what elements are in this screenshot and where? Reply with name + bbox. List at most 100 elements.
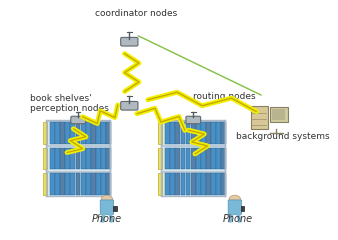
Bar xyxy=(211,122,216,144)
Bar xyxy=(76,148,80,169)
Bar xyxy=(65,122,70,144)
Bar xyxy=(170,122,175,144)
FancyBboxPatch shape xyxy=(100,200,114,214)
Bar xyxy=(50,122,55,144)
FancyBboxPatch shape xyxy=(71,116,86,124)
Bar xyxy=(101,173,106,195)
Circle shape xyxy=(101,195,113,204)
Bar xyxy=(221,148,226,169)
Bar xyxy=(206,122,211,144)
Bar xyxy=(106,148,111,169)
Bar xyxy=(76,122,80,144)
Bar xyxy=(170,173,175,195)
Bar xyxy=(158,148,162,169)
Bar xyxy=(113,206,117,211)
Bar xyxy=(106,122,111,144)
Bar xyxy=(221,173,226,195)
Text: book shelves'
perception nodes: book shelves' perception nodes xyxy=(30,94,109,113)
Bar xyxy=(170,148,175,169)
Bar xyxy=(71,122,75,144)
Bar xyxy=(43,122,47,144)
Bar xyxy=(191,148,196,169)
Bar xyxy=(71,173,75,195)
Bar xyxy=(201,148,206,169)
Circle shape xyxy=(229,195,241,204)
Bar xyxy=(191,122,196,144)
Bar xyxy=(50,148,55,169)
Bar xyxy=(65,173,70,195)
Bar xyxy=(158,173,162,195)
Bar xyxy=(106,173,111,195)
Text: background systems: background systems xyxy=(236,132,330,141)
Bar xyxy=(216,122,221,144)
Bar xyxy=(60,148,65,169)
Bar xyxy=(81,122,86,144)
Bar xyxy=(60,173,65,195)
Bar xyxy=(180,148,185,169)
Bar xyxy=(186,173,190,195)
Bar xyxy=(206,173,211,195)
Bar xyxy=(175,173,180,195)
Bar xyxy=(91,122,96,144)
Bar xyxy=(50,173,55,195)
FancyBboxPatch shape xyxy=(251,106,268,130)
Bar xyxy=(206,148,211,169)
Bar xyxy=(96,148,101,169)
Bar xyxy=(86,173,91,195)
Bar xyxy=(101,148,106,169)
Bar xyxy=(55,173,60,195)
FancyBboxPatch shape xyxy=(46,121,110,145)
Bar xyxy=(71,148,75,169)
Bar xyxy=(76,173,80,195)
Bar xyxy=(196,173,201,195)
FancyBboxPatch shape xyxy=(186,116,201,124)
Text: coordinator nodes: coordinator nodes xyxy=(95,9,177,18)
Bar xyxy=(221,122,226,144)
Bar xyxy=(241,206,244,211)
Bar xyxy=(196,148,201,169)
Bar xyxy=(186,148,190,169)
Bar xyxy=(65,148,70,169)
Bar xyxy=(43,148,47,169)
Bar xyxy=(96,122,101,144)
FancyBboxPatch shape xyxy=(46,172,110,196)
Bar xyxy=(86,148,91,169)
FancyBboxPatch shape xyxy=(46,146,110,171)
Text: Phone: Phone xyxy=(92,214,122,224)
FancyBboxPatch shape xyxy=(121,37,138,46)
Bar xyxy=(55,122,60,144)
Text: Phone: Phone xyxy=(223,214,253,224)
Text: routing nodes: routing nodes xyxy=(193,92,256,101)
Bar xyxy=(175,148,180,169)
FancyBboxPatch shape xyxy=(161,146,225,171)
FancyBboxPatch shape xyxy=(270,107,288,122)
Bar xyxy=(201,173,206,195)
FancyBboxPatch shape xyxy=(161,121,225,145)
Bar xyxy=(191,173,196,195)
Bar xyxy=(216,148,221,169)
FancyBboxPatch shape xyxy=(121,102,138,110)
FancyBboxPatch shape xyxy=(161,172,225,196)
Bar xyxy=(55,148,60,169)
Bar xyxy=(211,173,216,195)
Bar xyxy=(91,148,96,169)
Bar xyxy=(201,122,206,144)
Bar xyxy=(196,122,201,144)
Bar xyxy=(180,122,185,144)
Bar xyxy=(96,173,101,195)
Bar xyxy=(91,173,96,195)
Bar xyxy=(60,122,65,144)
Bar xyxy=(216,173,221,195)
Bar xyxy=(81,173,86,195)
Bar xyxy=(175,122,180,144)
Bar xyxy=(43,173,47,195)
Bar xyxy=(81,148,86,169)
Bar xyxy=(86,122,91,144)
Bar xyxy=(186,122,190,144)
Bar xyxy=(165,173,170,195)
Bar xyxy=(211,148,216,169)
Bar xyxy=(165,148,170,169)
FancyBboxPatch shape xyxy=(272,109,285,120)
Bar xyxy=(180,173,185,195)
Bar xyxy=(165,122,170,144)
